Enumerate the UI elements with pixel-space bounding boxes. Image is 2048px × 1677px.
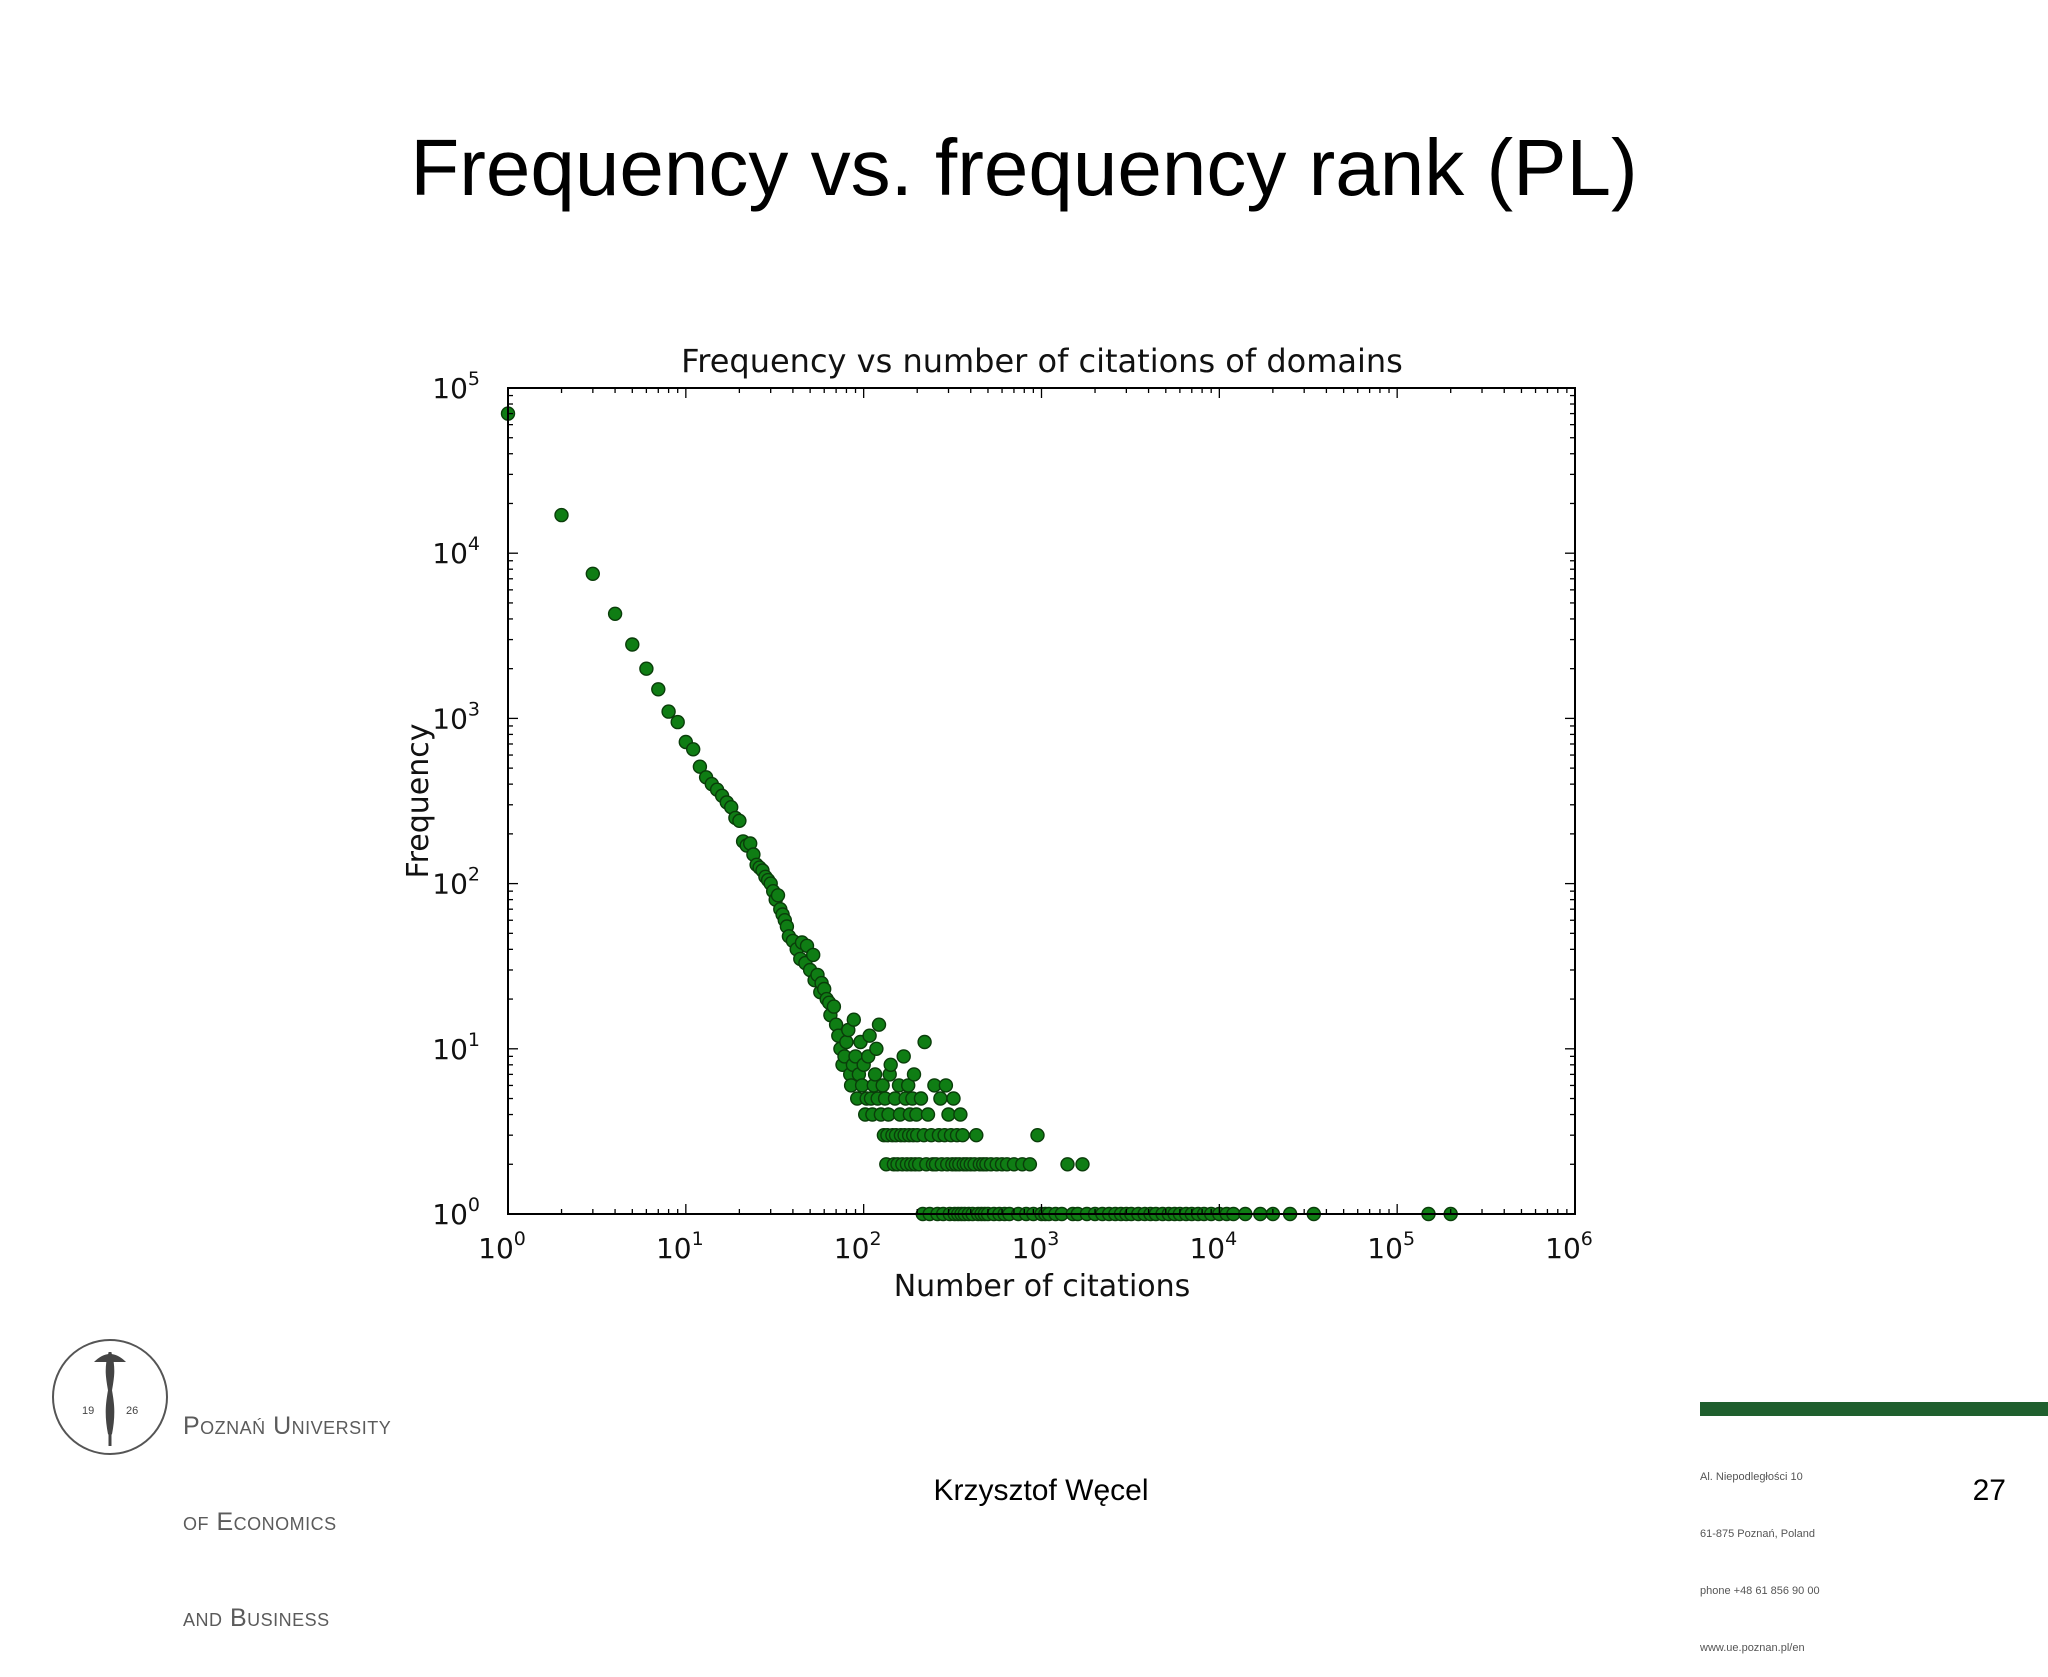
data-point — [692, 759, 708, 774]
data-point — [1030, 1127, 1045, 1143]
data-point — [651, 682, 666, 697]
address-line: www.ue.poznan.pl/en — [1700, 1642, 1805, 1654]
data-point — [941, 1107, 956, 1122]
data-point — [869, 1041, 884, 1057]
svg-text:26: 26 — [126, 1405, 138, 1417]
data-point — [953, 1107, 968, 1122]
data-point — [670, 714, 685, 730]
university-name-line: of Economics — [183, 1508, 337, 1536]
data-point — [917, 1034, 932, 1050]
y-axis-label: Frequency — [401, 724, 436, 879]
data-point — [920, 1107, 936, 1122]
svg-text:19: 19 — [82, 1405, 94, 1417]
x-tick-label: 105 — [1367, 1228, 1415, 1265]
x-tick-label: 101 — [656, 1228, 704, 1265]
data-point — [839, 1034, 854, 1050]
data-point — [896, 1049, 911, 1064]
data-point — [732, 813, 747, 828]
data-point — [585, 566, 600, 581]
y-tick-label: 104 — [432, 533, 480, 570]
data-point — [906, 1067, 922, 1082]
address-line: Al. Niepodległości 10 — [1700, 1471, 1803, 1483]
data-point — [862, 1028, 877, 1043]
data-point — [901, 1078, 916, 1093]
data-point — [969, 1127, 984, 1143]
y-tick-label: 105 — [432, 368, 480, 405]
y-tick-label: 103 — [432, 698, 480, 735]
university-name-line: Poznań University — [183, 1412, 392, 1440]
x-axis-label: Number of citations — [894, 1269, 1191, 1304]
data-point — [826, 999, 842, 1014]
data-point — [1022, 1157, 1038, 1172]
data-point — [639, 661, 654, 676]
university-name-line: and Business — [183, 1604, 330, 1632]
chart-markers — [500, 406, 1458, 1222]
data-point — [938, 1078, 954, 1093]
y-tick-label: 101 — [432, 1029, 480, 1066]
data-point — [554, 507, 569, 523]
chart-title: Frequency vs number of citations of doma… — [681, 342, 1403, 380]
x-tick-label: 102 — [834, 1228, 882, 1265]
data-point — [946, 1091, 961, 1106]
data-point — [867, 1067, 883, 1082]
page-number: 27 — [1972, 1474, 2006, 1507]
data-point — [871, 1017, 887, 1032]
data-point — [883, 1057, 898, 1073]
data-point — [770, 888, 786, 903]
plot-area — [507, 387, 1576, 1215]
y-tick-label: 100 — [432, 1194, 480, 1231]
x-tick-label: 100 — [478, 1228, 526, 1265]
x-tick-label: 103 — [1012, 1228, 1060, 1265]
x-tick-label: 104 — [1189, 1228, 1237, 1265]
data-point — [607, 606, 623, 621]
data-point — [625, 637, 640, 652]
scatter-chart: Frequency vs number of citations of doma… — [401, 342, 1593, 1304]
footer-author: Krzysztof Węcel — [933, 1474, 1149, 1507]
slide-title: Frequency vs. frequency rank (PL) — [410, 123, 1638, 212]
accent-bar — [1700, 1402, 2048, 1416]
chart-ticks: 100 101 102 103 104 105 106 100 101 102 103 104 105 — [432, 368, 1593, 1265]
address-line: phone +48 61 856 90 00 — [1700, 1585, 1820, 1597]
data-point — [846, 1012, 861, 1027]
data-point — [1060, 1157, 1075, 1172]
data-point — [661, 704, 676, 719]
data-point — [913, 1091, 929, 1106]
x-tick-label: 106 — [1545, 1228, 1593, 1265]
address-line: 61-875 Poznań, Poland — [1700, 1528, 1815, 1540]
data-point — [933, 1091, 948, 1106]
address-block: Al. Niepodległości 10 61-875 Poznań, Pol… — [1700, 1430, 1820, 1677]
university-emblem: 19 26 — [52, 1339, 168, 1455]
y-tick-label: 102 — [432, 864, 480, 901]
data-point — [806, 947, 821, 963]
data-point — [955, 1127, 970, 1143]
data-point — [686, 742, 701, 757]
data-point — [1075, 1157, 1090, 1172]
